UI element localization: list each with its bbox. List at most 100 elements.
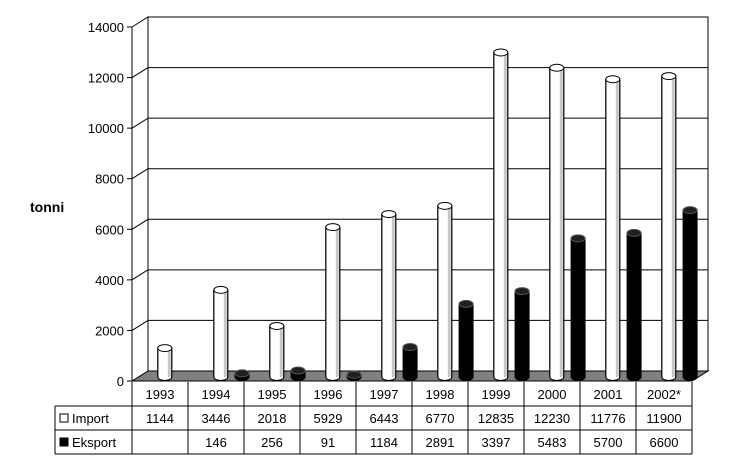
y-tick-label: 14000 — [88, 20, 124, 35]
import-bar-shade — [223, 289, 227, 377]
x-tick-label: 2000 — [538, 387, 567, 402]
y-tick-label: 8000 — [95, 172, 124, 187]
gridline-side — [131, 67, 149, 78]
eksport-bar-top — [402, 343, 418, 352]
x-tick-label: 2001 — [594, 387, 623, 402]
eksport-bar — [626, 228, 642, 381]
y-axis-label: tonni — [30, 199, 64, 215]
eksport-bar-top — [682, 206, 698, 215]
x-tick-label: 1999 — [482, 387, 511, 402]
import-bar-top — [549, 63, 565, 72]
y-tick-label: 6000 — [95, 222, 124, 237]
eksport-bar-top — [346, 370, 362, 379]
import-bar-top — [661, 72, 677, 81]
eksport-bar-body — [458, 303, 474, 381]
import-bar-shade — [615, 79, 619, 378]
y-tick-label: 2000 — [95, 323, 124, 338]
import-bar-shade — [167, 348, 171, 377]
import-bar — [549, 63, 565, 381]
import-bar — [605, 75, 621, 381]
import-bar-top — [269, 321, 285, 330]
import-bar — [157, 344, 173, 381]
import-bar-outline — [213, 289, 229, 381]
eksport-bar-top — [570, 234, 586, 243]
y-tick-label: 4000 — [95, 273, 124, 288]
data-label: 11776 — [590, 411, 625, 426]
import-bar-outline — [661, 75, 677, 381]
import-bar-top — [157, 344, 173, 353]
eksport-bar — [458, 299, 474, 381]
data-label: 6600 — [650, 435, 679, 450]
data-label: 91 — [321, 435, 335, 450]
import-bar-outline — [381, 213, 397, 381]
y-tick-label: 10000 — [88, 121, 124, 136]
x-tick-label: 1997 — [370, 387, 399, 402]
import-bar-outline — [493, 51, 509, 381]
eksport-bar-body — [626, 232, 642, 381]
data-label: 3397 — [482, 435, 511, 450]
import-bar — [493, 48, 509, 381]
gridline-side — [131, 117, 149, 129]
data-label: 5929 — [314, 411, 343, 426]
import-bar-outline — [605, 78, 621, 381]
eksport-bar-top — [290, 366, 306, 375]
import-bar — [661, 72, 677, 381]
x-tick-label: 1995 — [258, 387, 287, 402]
eksport-bar-top — [514, 287, 530, 296]
import-bar-outline — [437, 205, 453, 381]
gridline-side — [131, 168, 149, 180]
import-bar-top — [213, 285, 229, 294]
data-label: 6770 — [426, 411, 455, 426]
y-tick-label: 12000 — [88, 71, 124, 86]
data-label: 1144 — [146, 411, 174, 426]
import-bar-top — [381, 210, 397, 219]
eksport-bar-body — [682, 209, 698, 381]
data-label: 5700 — [594, 435, 623, 450]
x-tick-label: 1993 — [146, 387, 175, 402]
data-label: 12835 — [478, 411, 514, 426]
import-bar — [437, 201, 453, 381]
import-bar — [213, 285, 229, 381]
import-bar-top — [605, 75, 621, 84]
eksport-bar-top — [458, 299, 474, 308]
eksport-bar — [570, 234, 586, 381]
import-bar-shade — [391, 214, 395, 377]
eksport-bar-body — [402, 346, 418, 381]
import-bar-shade — [503, 52, 507, 377]
x-tick-label: 2002* — [647, 387, 681, 402]
import-bar-outline — [549, 67, 565, 381]
import-bar-outline — [269, 325, 285, 381]
legend-swatch — [59, 413, 69, 423]
eksport-bar-body — [514, 290, 530, 381]
data-label: 12230 — [534, 411, 570, 426]
eksport-bar — [346, 370, 362, 381]
import-bar-top — [437, 201, 453, 210]
import-bar-top — [493, 48, 509, 57]
x-tick-label: 1998 — [426, 387, 455, 402]
import-bar-shade — [335, 227, 339, 377]
import-bar-top — [325, 223, 341, 232]
data-label: 2891 — [426, 435, 455, 450]
import-bar — [381, 210, 397, 381]
eksport-bar — [682, 206, 698, 381]
eksport-bar-top — [234, 369, 250, 378]
import-bar-shade — [447, 205, 451, 377]
data-label: 146 — [205, 435, 227, 450]
import-bar — [325, 223, 341, 381]
legend-swatch — [59, 437, 69, 447]
back-wall — [147, 16, 709, 372]
eksport-bar — [514, 287, 530, 381]
import-bar-outline — [325, 226, 341, 381]
import-bar-shade — [279, 325, 283, 377]
legend-label: Eksport — [72, 435, 116, 450]
gridline-side — [131, 269, 149, 281]
import-bar-outline — [157, 347, 173, 381]
eksport-bar — [290, 366, 306, 381]
gridline-side — [131, 218, 149, 230]
data-label: 256 — [261, 435, 283, 450]
x-tick-label: 1996 — [314, 387, 343, 402]
data-label: 11900 — [646, 411, 681, 426]
data-label: 3446 — [202, 411, 231, 426]
data-label: 6443 — [370, 411, 399, 426]
